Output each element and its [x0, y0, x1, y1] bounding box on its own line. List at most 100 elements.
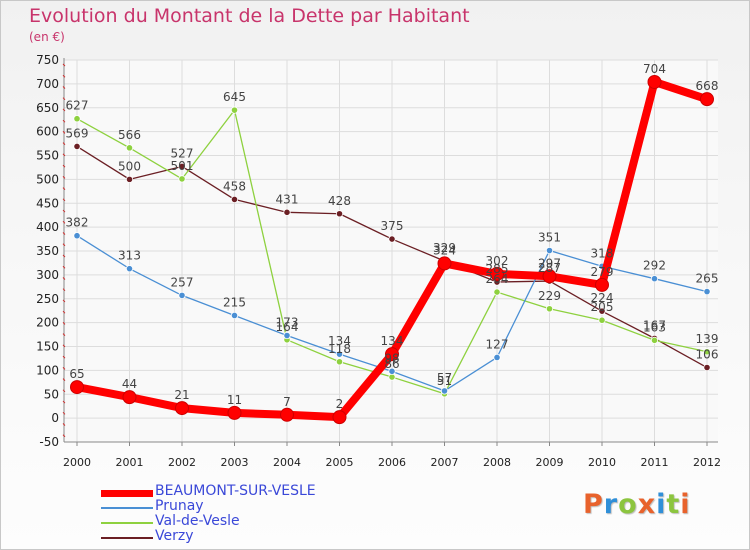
data-label: 375 [381, 219, 404, 233]
data-point-prunay [230, 311, 239, 320]
axis-dash [62, 434, 66, 438]
data-label: 382 [66, 216, 89, 230]
data-point-beaumont-sur-vesle [122, 390, 137, 405]
data-label: 318 [591, 246, 614, 260]
y-tick-label: 50 [44, 387, 59, 401]
data-label: 668 [696, 79, 719, 93]
data-point-prunay [178, 291, 186, 300]
data-point-val-de-vesle [493, 288, 501, 296]
y-tick-label: 450 [36, 196, 59, 210]
legend-label: Prunay [155, 498, 204, 514]
data-label: 313 [118, 249, 141, 263]
data-point-beaumont-sur-vesle [385, 347, 399, 362]
data-label: 302 [486, 254, 509, 268]
legend-swatch [101, 507, 153, 509]
data-point-beaumont-sur-vesle [280, 407, 294, 422]
data-point-val-de-vesle [230, 106, 239, 114]
data-label: 257 [171, 275, 194, 289]
y-tick-label: 250 [36, 292, 59, 306]
y-tick-label: 400 [36, 220, 59, 234]
axis-dash [62, 423, 66, 426]
proxiti-logo: Proxiti [583, 489, 691, 520]
axis-dash [62, 119, 66, 123]
y-tick-label: 0 [51, 411, 59, 425]
y-tick-label: 200 [36, 316, 59, 330]
data-point-val-de-vesle [178, 175, 186, 183]
data-point-beaumont-sur-vesle [542, 269, 557, 284]
data-labels: 569 500 527 458 431 428 375 329 285 287 224 167 106 6… [66, 62, 719, 411]
axis-dash [62, 86, 66, 89]
legend-label: BEAUMONT-SUR-VESLE [155, 483, 316, 499]
data-label: 2 [336, 397, 344, 411]
data-point-val-de-vesle [598, 316, 606, 324]
data-label: 569 [66, 126, 89, 140]
data-point-prunay [703, 287, 711, 296]
y-tick-label: 650 [36, 101, 59, 115]
x-tick-label: 2002 [168, 456, 196, 469]
logo-letter: t [666, 489, 681, 520]
axis-dash [62, 411, 66, 415]
data-label: 51 [437, 374, 452, 388]
legend-swatch [101, 537, 153, 539]
data-label: 279 [591, 265, 614, 279]
data-point-prunay [650, 275, 659, 283]
data-point-verzy [703, 363, 711, 372]
data-point-beaumont-sur-vesle [70, 380, 84, 395]
axis-dash [62, 299, 66, 303]
gridlines [64, 59, 718, 443]
logo-letter: o [618, 489, 638, 520]
data-point-val-de-vesle [650, 336, 659, 344]
data-label: 21 [174, 388, 189, 402]
data-point-val-de-vesle [335, 358, 344, 366]
axis-dash [62, 344, 66, 348]
data-point-verzy [178, 162, 186, 171]
data-label: 297 [538, 256, 561, 270]
y-tick-label: 350 [36, 244, 59, 258]
x-tick-label: 2005 [326, 456, 354, 469]
data-point-verzy [598, 307, 606, 315]
axis-dash [62, 153, 66, 157]
axis-dash [62, 265, 66, 269]
axis-dash [62, 142, 66, 146]
axis-dash [62, 355, 66, 359]
data-label: 265 [696, 272, 719, 286]
axis-dash [62, 198, 66, 202]
axes: -50 0 50 100 150 200 250 300 350 400 450 500 550 600 6… [36, 53, 721, 469]
axis-dash [62, 254, 66, 258]
axis-dash [62, 277, 66, 280]
data-label: 44 [122, 377, 137, 391]
y-tick-label: 750 [36, 53, 59, 67]
y-tick-label: -50 [39, 435, 59, 449]
logo-letter: i [680, 489, 691, 520]
logo-letter: i [656, 489, 667, 520]
axis-dash [62, 74, 66, 78]
data-label: 11 [227, 393, 242, 407]
data-point-prunay [388, 367, 396, 375]
chart-title: Evolution du Montant de la Dette par Hab… [29, 5, 470, 27]
data-label: 65 [69, 367, 84, 381]
data-label: 285 [486, 262, 509, 276]
unit-label: (en €) [29, 30, 65, 44]
data-label: 57 [437, 371, 452, 385]
axis-dash [62, 333, 66, 337]
data-label: 264 [486, 272, 509, 286]
y-tick-label: 600 [36, 125, 59, 139]
data-point-verzy [335, 210, 344, 218]
data-label: 98 [384, 351, 399, 365]
data-point-prunay [283, 331, 291, 340]
axis-dash [62, 322, 66, 325]
axis-dash [62, 310, 66, 314]
x-tick-label: 2011 [641, 456, 669, 469]
y-tick-label: 700 [36, 77, 59, 91]
data-label: 134 [381, 334, 404, 348]
logo-letter: x [637, 489, 657, 520]
axis-dash [62, 209, 66, 213]
data-label: 287 [538, 261, 561, 275]
data-label: 324 [433, 243, 456, 257]
x-tick-label: 2006 [378, 456, 406, 469]
data-label: 501 [171, 159, 194, 173]
data-point-prunay [440, 387, 449, 395]
data-point-val-de-vesle [125, 144, 134, 152]
data-point-beaumont-sur-vesle [647, 74, 662, 89]
